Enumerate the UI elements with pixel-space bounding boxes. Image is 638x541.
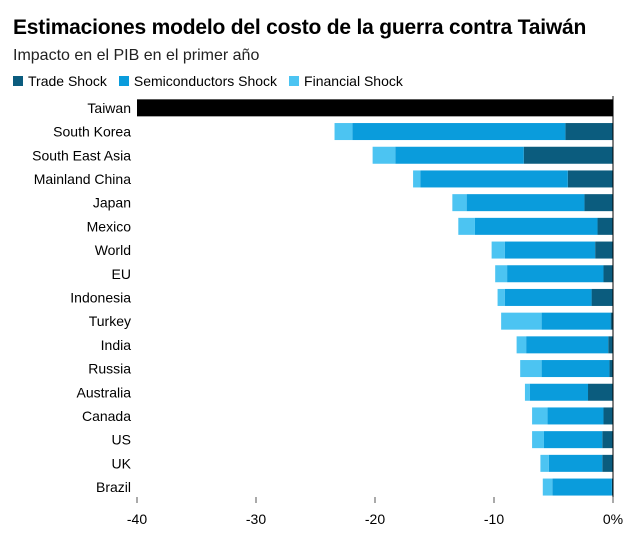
bar-trade-shock [609, 360, 613, 378]
bar-semiconductors-shock [541, 312, 611, 330]
legend-label-financial: Financial Shock [304, 73, 403, 89]
bar-semiconductors-shock [504, 241, 596, 259]
bar-trade-shock [588, 383, 613, 401]
category-label: Indonesia [70, 289, 131, 305]
bar-financial-shock [524, 383, 530, 401]
legend-swatch-financial [289, 76, 300, 86]
bar-semiconductors-shock [547, 407, 604, 425]
bar-financial-shock [372, 146, 396, 164]
bar-semiconductors-shock [543, 431, 603, 449]
bar-trade-shock [597, 217, 613, 235]
legend: Trade Shock Semiconductors Shock Financi… [13, 73, 415, 89]
bar-financial-shock [516, 336, 527, 354]
bar-financial-shock [452, 194, 467, 212]
bar-financial-shock [497, 288, 505, 306]
bar-trade-shock [565, 123, 613, 141]
bar-trade-shock [567, 170, 613, 188]
legend-swatch-semiconductors [118, 76, 129, 86]
category-label: Mexico [87, 218, 132, 234]
bar-financial-shock [542, 478, 553, 496]
bar-trade-shock [602, 454, 613, 472]
bar-financial-shock [540, 454, 549, 472]
bar-financial-shock [501, 312, 542, 330]
category-label: Canada [82, 408, 131, 424]
bar-financial-shock [491, 241, 505, 259]
category-label: India [101, 337, 132, 353]
x-tick-label: -20 [365, 511, 385, 527]
bar-semiconductors-shock [395, 146, 524, 164]
bar-semiconductors-shock [474, 217, 598, 235]
bar-financial-shock [532, 431, 544, 449]
category-label: Japan [93, 195, 131, 211]
bar-semiconductors-shock [504, 288, 592, 306]
bar-trade-shock [611, 478, 613, 496]
legend-item-semiconductors: Semiconductors Shock [118, 73, 278, 89]
x-tick-label: -10 [484, 511, 504, 527]
x-tick-label: -30 [246, 511, 266, 527]
bar-financial-shock [334, 123, 353, 141]
bar-semiconductors-shock [507, 265, 604, 283]
category-label: South Korea [53, 124, 131, 140]
bar-semiconductors-shock [552, 478, 612, 496]
legend-label-trade: Trade Shock [28, 73, 107, 89]
bar-financial-shock [532, 407, 548, 425]
bar-semiconductors-shock [420, 170, 568, 188]
category-label: Russia [88, 361, 131, 377]
bar-trade-shock [608, 336, 613, 354]
bar-semiconductors-shock [548, 454, 603, 472]
bar-financial-shock [413, 170, 421, 188]
chart-title: Estimaciones modelo del costo de la guer… [13, 16, 587, 39]
category-label: EU [112, 266, 131, 282]
legend-label-semiconductors: Semiconductors Shock [133, 73, 278, 89]
x-tick-label: -40 [127, 511, 147, 527]
bar-semiconductors-shock [529, 383, 589, 401]
bar-trade-shock [602, 431, 613, 449]
category-label: Taiwan [87, 100, 131, 116]
category-label: US [112, 432, 131, 448]
bar-semiconductors-shock [541, 360, 610, 378]
bar-semiconductors-shock [352, 123, 566, 141]
bar-trade-shock [603, 265, 613, 283]
bar-trade-shock [584, 194, 613, 212]
legend-swatch-trade [13, 76, 23, 86]
bar-financial-shock [520, 360, 542, 378]
bar-semiconductors-shock [526, 336, 609, 354]
chart-subtitle: Impacto en el PIB en el primer año [13, 47, 260, 64]
category-label: Turkey [89, 313, 131, 329]
category-label: World [95, 242, 131, 258]
category-label: Brazil [96, 479, 131, 495]
legend-item-financial: Financial Shock [289, 73, 403, 89]
x-tick-label: 0% [603, 511, 623, 527]
bar-trade-shock [595, 241, 613, 259]
category-label: Australia [77, 384, 132, 400]
bar-trade-shock [591, 288, 613, 306]
bar-trade-shock [523, 146, 613, 164]
bar-financial-shock [495, 265, 508, 283]
legend-item-trade: Trade Shock [13, 73, 107, 89]
category-label: South East Asia [32, 147, 131, 163]
category-label: UK [112, 455, 132, 471]
bar-trade-shock [610, 312, 613, 330]
bar-financial-shock [458, 217, 475, 235]
category-label: Mainland China [34, 171, 131, 187]
bar-highlight [137, 99, 613, 117]
bar-trade-shock [603, 407, 613, 425]
bar-semiconductors-shock [466, 194, 585, 212]
